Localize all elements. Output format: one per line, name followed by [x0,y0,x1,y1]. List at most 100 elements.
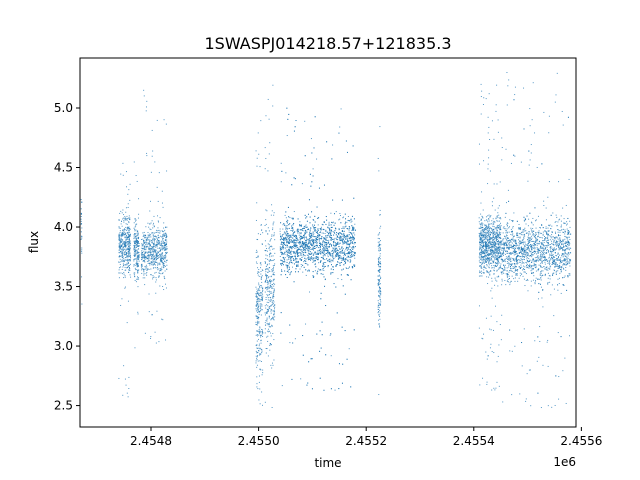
data-point [481,238,483,240]
data-point [269,330,271,332]
data-point [120,244,122,246]
data-point [138,243,140,244]
data-point [272,317,274,319]
data-point [260,278,262,280]
data-point [322,264,324,266]
data-point [267,281,269,283]
data-point [489,223,491,225]
data-point [325,243,327,245]
data-point [152,264,154,266]
data-point [159,256,161,258]
data-point [124,236,126,238]
data-point [488,223,490,225]
data-point [161,253,163,255]
data-point [165,252,167,254]
data-point [256,308,258,310]
data-point [377,241,379,243]
data-point [267,288,269,290]
data-point [332,255,334,257]
data-point [120,249,122,251]
data-point [153,250,155,252]
data-point [164,235,166,236]
data-point [256,357,258,359]
data-point [332,252,334,254]
data-point [495,249,496,251]
data-point [303,244,305,246]
data-point [316,244,318,246]
data-point [259,262,261,264]
data-point [256,305,258,307]
data-point [299,258,301,260]
data-point [153,247,155,249]
data-point [306,220,308,222]
data-point [306,216,308,218]
data-point [329,237,331,238]
data-point [494,265,496,267]
data-point [123,231,125,233]
data-point [120,247,122,249]
data-point [145,238,147,240]
data-point [494,254,496,256]
data-point [143,89,145,91]
data-point [279,247,281,249]
data-point [297,260,299,262]
data-point [155,267,157,269]
data-point [273,310,275,312]
data-point [157,220,159,222]
data-point [498,275,500,277]
data-point [293,130,295,132]
data-point [331,238,333,240]
data-point [329,229,331,231]
data-point [259,347,261,349]
data-point [259,303,261,305]
data-point [314,221,316,223]
data-point [128,259,130,261]
data-point [124,218,126,220]
data-point [287,241,289,243]
data-point [137,265,139,267]
data-point [310,244,312,246]
data-point [155,259,157,261]
data-point [342,243,344,245]
data-point [164,278,166,280]
data-point [153,248,155,250]
data-point [156,253,158,255]
data-point [492,244,494,246]
data-point [270,260,272,262]
data-point [316,258,318,260]
data-point [268,246,270,248]
data-point [164,229,166,231]
data-point [272,362,273,364]
data-point [273,319,275,321]
data-point [143,273,145,275]
data-point [129,249,131,251]
data-point [283,238,285,240]
data-point [256,347,258,349]
data-point [256,386,258,388]
data-point [156,119,158,121]
data-point [348,267,350,269]
data-point [272,274,274,276]
data-point [349,237,351,239]
data-point [288,248,290,250]
data-point [266,210,268,212]
data-point [315,241,317,243]
data-point [310,259,312,261]
data-point [152,256,154,258]
data-point [350,240,352,242]
data-point [273,212,275,214]
data-point [487,283,489,285]
data-point [480,225,482,227]
data-point [125,242,127,244]
data-point [333,244,335,246]
data-point [300,264,302,266]
data-point [354,246,356,248]
data-point [339,257,341,259]
data-point [379,214,381,216]
data-point [158,341,160,343]
data-point [286,219,288,221]
data-point [123,241,125,243]
data-point [379,303,381,305]
data-point [342,241,344,243]
data-point [314,263,316,265]
